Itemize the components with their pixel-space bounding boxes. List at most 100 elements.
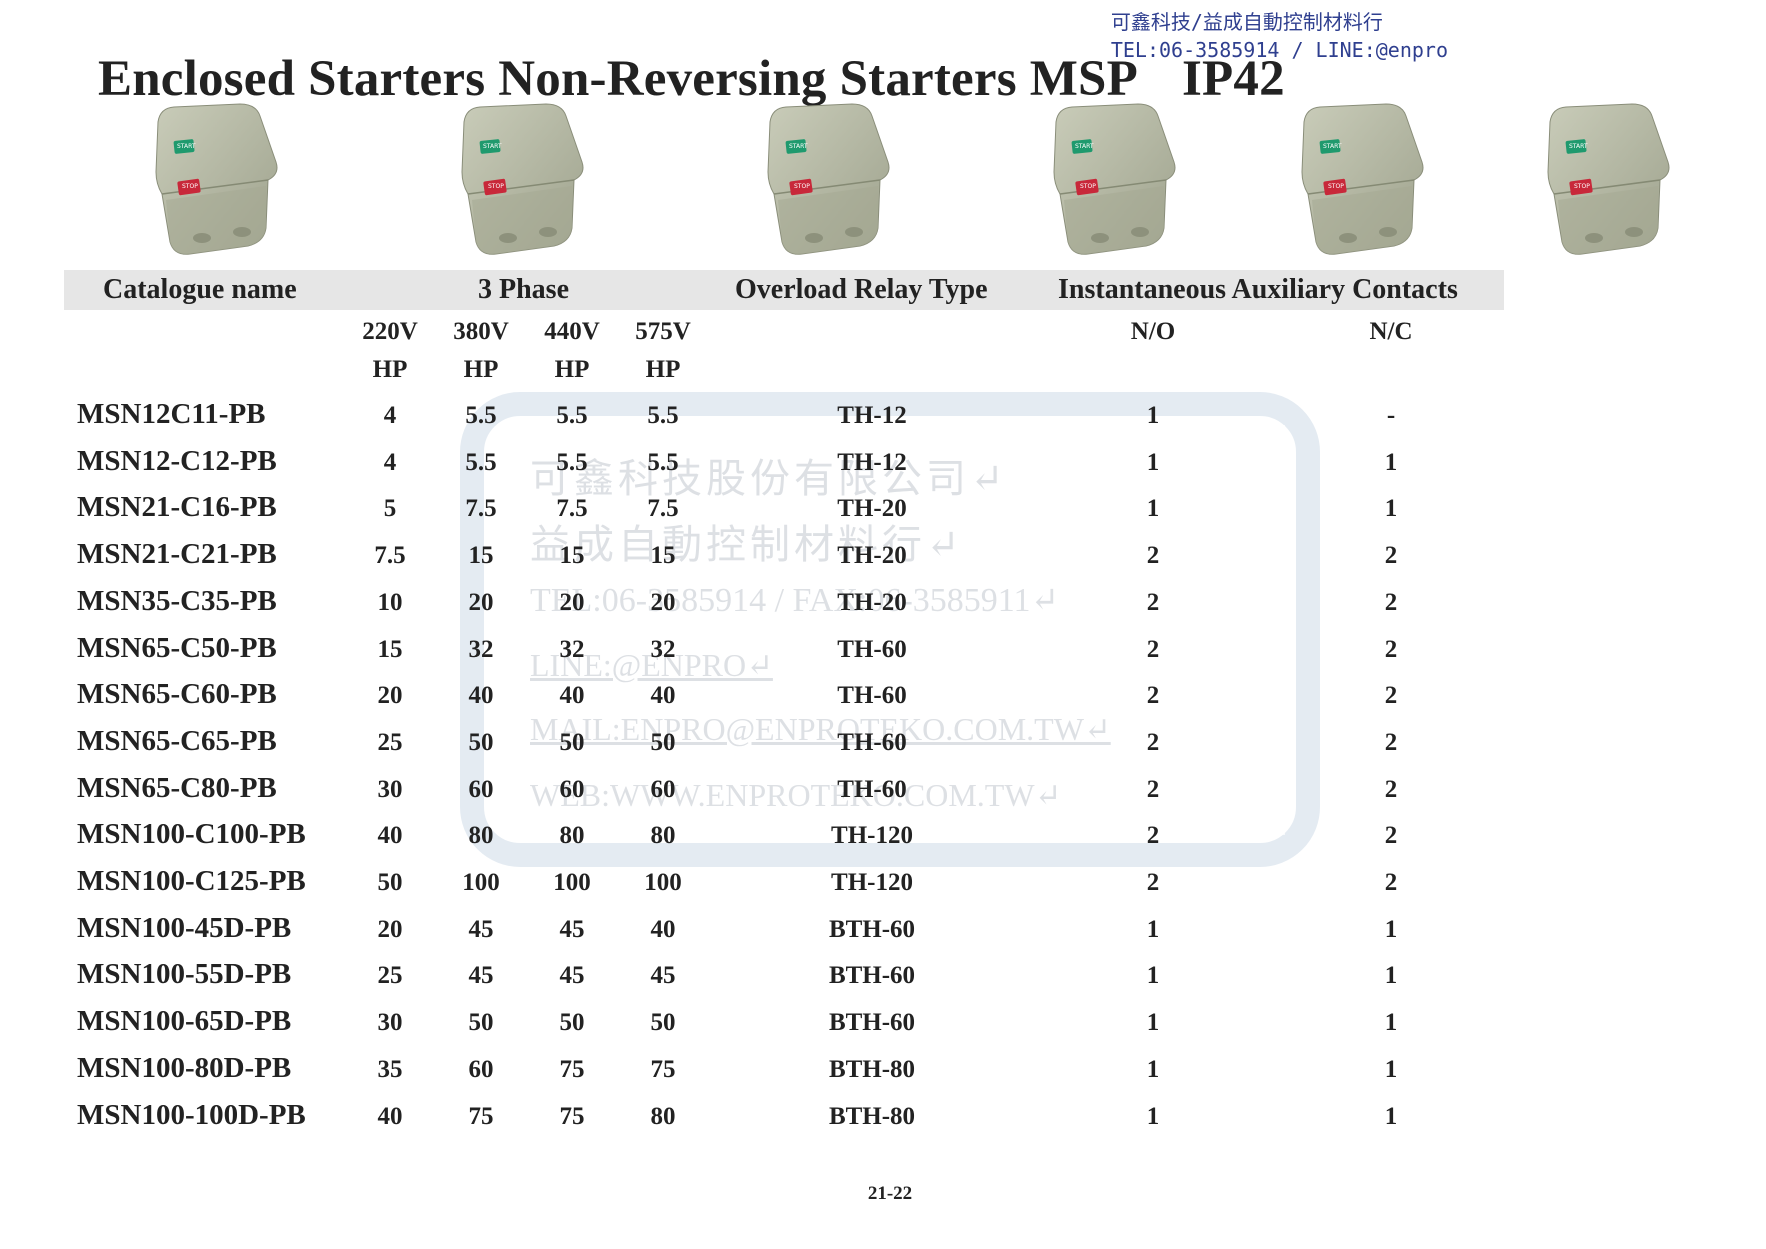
nc-contacts-cell: 2 [1384, 682, 1398, 710]
hp-440-cell: 60 [559, 775, 585, 803]
catalogue-name-cell: MSN100-45D-PB [77, 911, 292, 944]
hp-380-cell: 5.5 [465, 448, 497, 476]
hp-575-cell: 20 [650, 588, 676, 616]
starter-photo-4: START STOP [1053, 103, 1176, 255]
hp-575-cell: 100 [644, 869, 682, 896]
overload-relay-cell: TH-20 [837, 588, 907, 616]
stop-label: STOP [794, 183, 810, 190]
overload-relay-cell: TH-20 [837, 495, 907, 523]
catalogue-name-header: Catalogue name [103, 274, 297, 305]
hp-220-cell: 40 [377, 1102, 403, 1130]
nc-contacts-cell: 1 [1384, 962, 1398, 990]
hp-440-cell: 7.5 [556, 495, 588, 523]
nc-contacts-cell: 2 [1384, 635, 1398, 663]
nc-contacts-cell: 2 [1384, 822, 1398, 850]
nc-contacts-cell: 1 [1384, 1102, 1398, 1130]
table-row: MSN65-C65-PB 25 50 50 50 TH-60 2 2 [0, 725, 1766, 769]
watermark-line-1: 可鑫科技股份有限公司↵ [530, 456, 1008, 501]
hp-380-cell: 45 [468, 915, 494, 943]
page-title: Enclosed Starters Non-Reversing Starters… [98, 50, 1285, 108]
catalogue-name-cell: MSN100-C125-PB [77, 865, 306, 897]
no-contacts-header: N/O [1130, 318, 1176, 345]
nc-contacts-cell: 1 [1384, 495, 1398, 523]
no-contacts-cell: 2 [1146, 635, 1160, 663]
catalogue-name-cell: MSN21-C16-PB [77, 491, 277, 524]
hp-380-cell: 60 [468, 1055, 494, 1083]
start-label: START [177, 143, 196, 150]
watermark-line-4: LINE:@ENPRO↵ [530, 647, 773, 683]
hp-440-cell: 75 [559, 1055, 585, 1083]
company-line: 可鑫科技/益成自動控制材料行 [1110, 10, 1383, 34]
hp-575-cell: 75 [650, 1055, 676, 1083]
watermark-panel [503, 425, 1285, 835]
overload-relay-cell: BTH-80 [828, 1102, 916, 1130]
no-contacts-cell: 1 [1146, 962, 1160, 990]
hp-380-cell: 100 [462, 869, 500, 896]
hp-220-cell: 25 [377, 962, 403, 990]
table-row: MSN65-C50-PB 15 32 32 32 TH-60 2 2 [0, 632, 1766, 676]
hp-575-cell: 45 [650, 962, 676, 990]
no-contacts-cell: 1 [1146, 1102, 1160, 1130]
hp-440-cell: 80 [559, 822, 585, 850]
hp-440-cell: 15 [559, 542, 585, 570]
hp-380-cell: 40 [468, 682, 494, 710]
watermark-frame [460, 392, 1320, 867]
start-label: START [789, 143, 808, 150]
hp-220-cell: 25 [377, 728, 403, 756]
stop-label: STOP [1080, 183, 1096, 190]
hp-unit-220: HP [372, 356, 408, 383]
table-row: MSN21-C21-PB 7.5 15 15 15 TH-20 2 2 [0, 538, 1766, 582]
hp-440-cell: 5.5 [556, 448, 588, 476]
voltage-440-header: 440V [544, 318, 600, 345]
hp-220-cell: 40 [377, 822, 403, 850]
catalogue-name-cell: MSN65-C65-PB [77, 724, 277, 757]
table-row: MSN100-55D-PB 25 45 45 45 BTH-60 1 1 [0, 958, 1766, 1002]
no-contacts-cell: 2 [1146, 588, 1160, 616]
voltage-575-header: 575V [635, 318, 691, 345]
nc-contacts-cell: 2 [1384, 542, 1398, 570]
hp-440-cell: 100 [553, 869, 591, 896]
hp-575-cell: 15 [650, 542, 676, 570]
watermark-line-5: MAIL:ENPRO@ENPROTEKO.COM.TW↵ [530, 711, 1111, 747]
nc-contacts-cell: 1 [1384, 915, 1398, 943]
watermark-line-6: WEB:WWW.ENPROTEKO.COM.TW↵ [530, 777, 1062, 813]
no-contacts-cell: 2 [1146, 542, 1160, 570]
hp-220-cell: 7.5 [374, 542, 406, 570]
catalogue-name-cell: MSN65-C60-PB [77, 678, 277, 711]
starter-photo-3: START STOP [767, 103, 890, 255]
catalogue-name-cell: MSN35-C35-PB [77, 584, 277, 617]
table-row: MSN21-C16-PB 5 7.5 7.5 7.5 TH-20 1 1 [0, 491, 1766, 535]
hp-380-cell: 5.5 [465, 402, 497, 429]
hp-380-cell: 50 [468, 728, 494, 756]
overload-relay-cell: TH-20 [837, 542, 907, 570]
hp-380-cell: 20 [468, 588, 494, 616]
voltage-220-header: 220V [362, 318, 418, 345]
catalogue-name-cell: MSN100-65D-PB [77, 1005, 292, 1038]
overload-relay-cell: BTH-60 [828, 1009, 916, 1037]
catalogue-name-cell: MSN65-C80-PB [77, 771, 277, 804]
aux-contacts-header: Instantaneous Auxiliary Contacts [1058, 274, 1458, 305]
hp-220-cell: 20 [377, 915, 403, 943]
no-contacts-cell: 1 [1146, 915, 1160, 943]
hp-380-cell: 15 [468, 542, 494, 570]
overload-relay-cell: TH-60 [837, 682, 907, 710]
table-header-band [64, 270, 1504, 310]
overload-relay-cell: TH-60 [837, 728, 907, 756]
overload-relay-cell: TH-120 [831, 822, 913, 850]
stop-label: STOP [1574, 183, 1590, 190]
overload-relay-cell: TH-60 [837, 635, 907, 663]
table-row: MSN100-80D-PB 35 60 75 75 BTH-80 1 1 [0, 1052, 1766, 1096]
no-contacts-cell: 1 [1146, 495, 1160, 523]
hp-575-cell: 40 [650, 915, 676, 943]
stop-label: STOP [182, 183, 198, 190]
starter-photo-1: START STOP [155, 103, 278, 255]
catalogue-name-cell: MSN12C11-PB [77, 398, 266, 430]
hp-380-cell: 75 [468, 1102, 494, 1130]
hp-440-cell: 20 [559, 588, 585, 616]
hp-380-cell: 50 [468, 1009, 494, 1037]
hp-575-cell: 50 [650, 728, 676, 756]
starter-photo-2: START STOP [461, 103, 584, 255]
hp-220-cell: 5 [383, 495, 397, 523]
hp-440-cell: 45 [559, 962, 585, 990]
